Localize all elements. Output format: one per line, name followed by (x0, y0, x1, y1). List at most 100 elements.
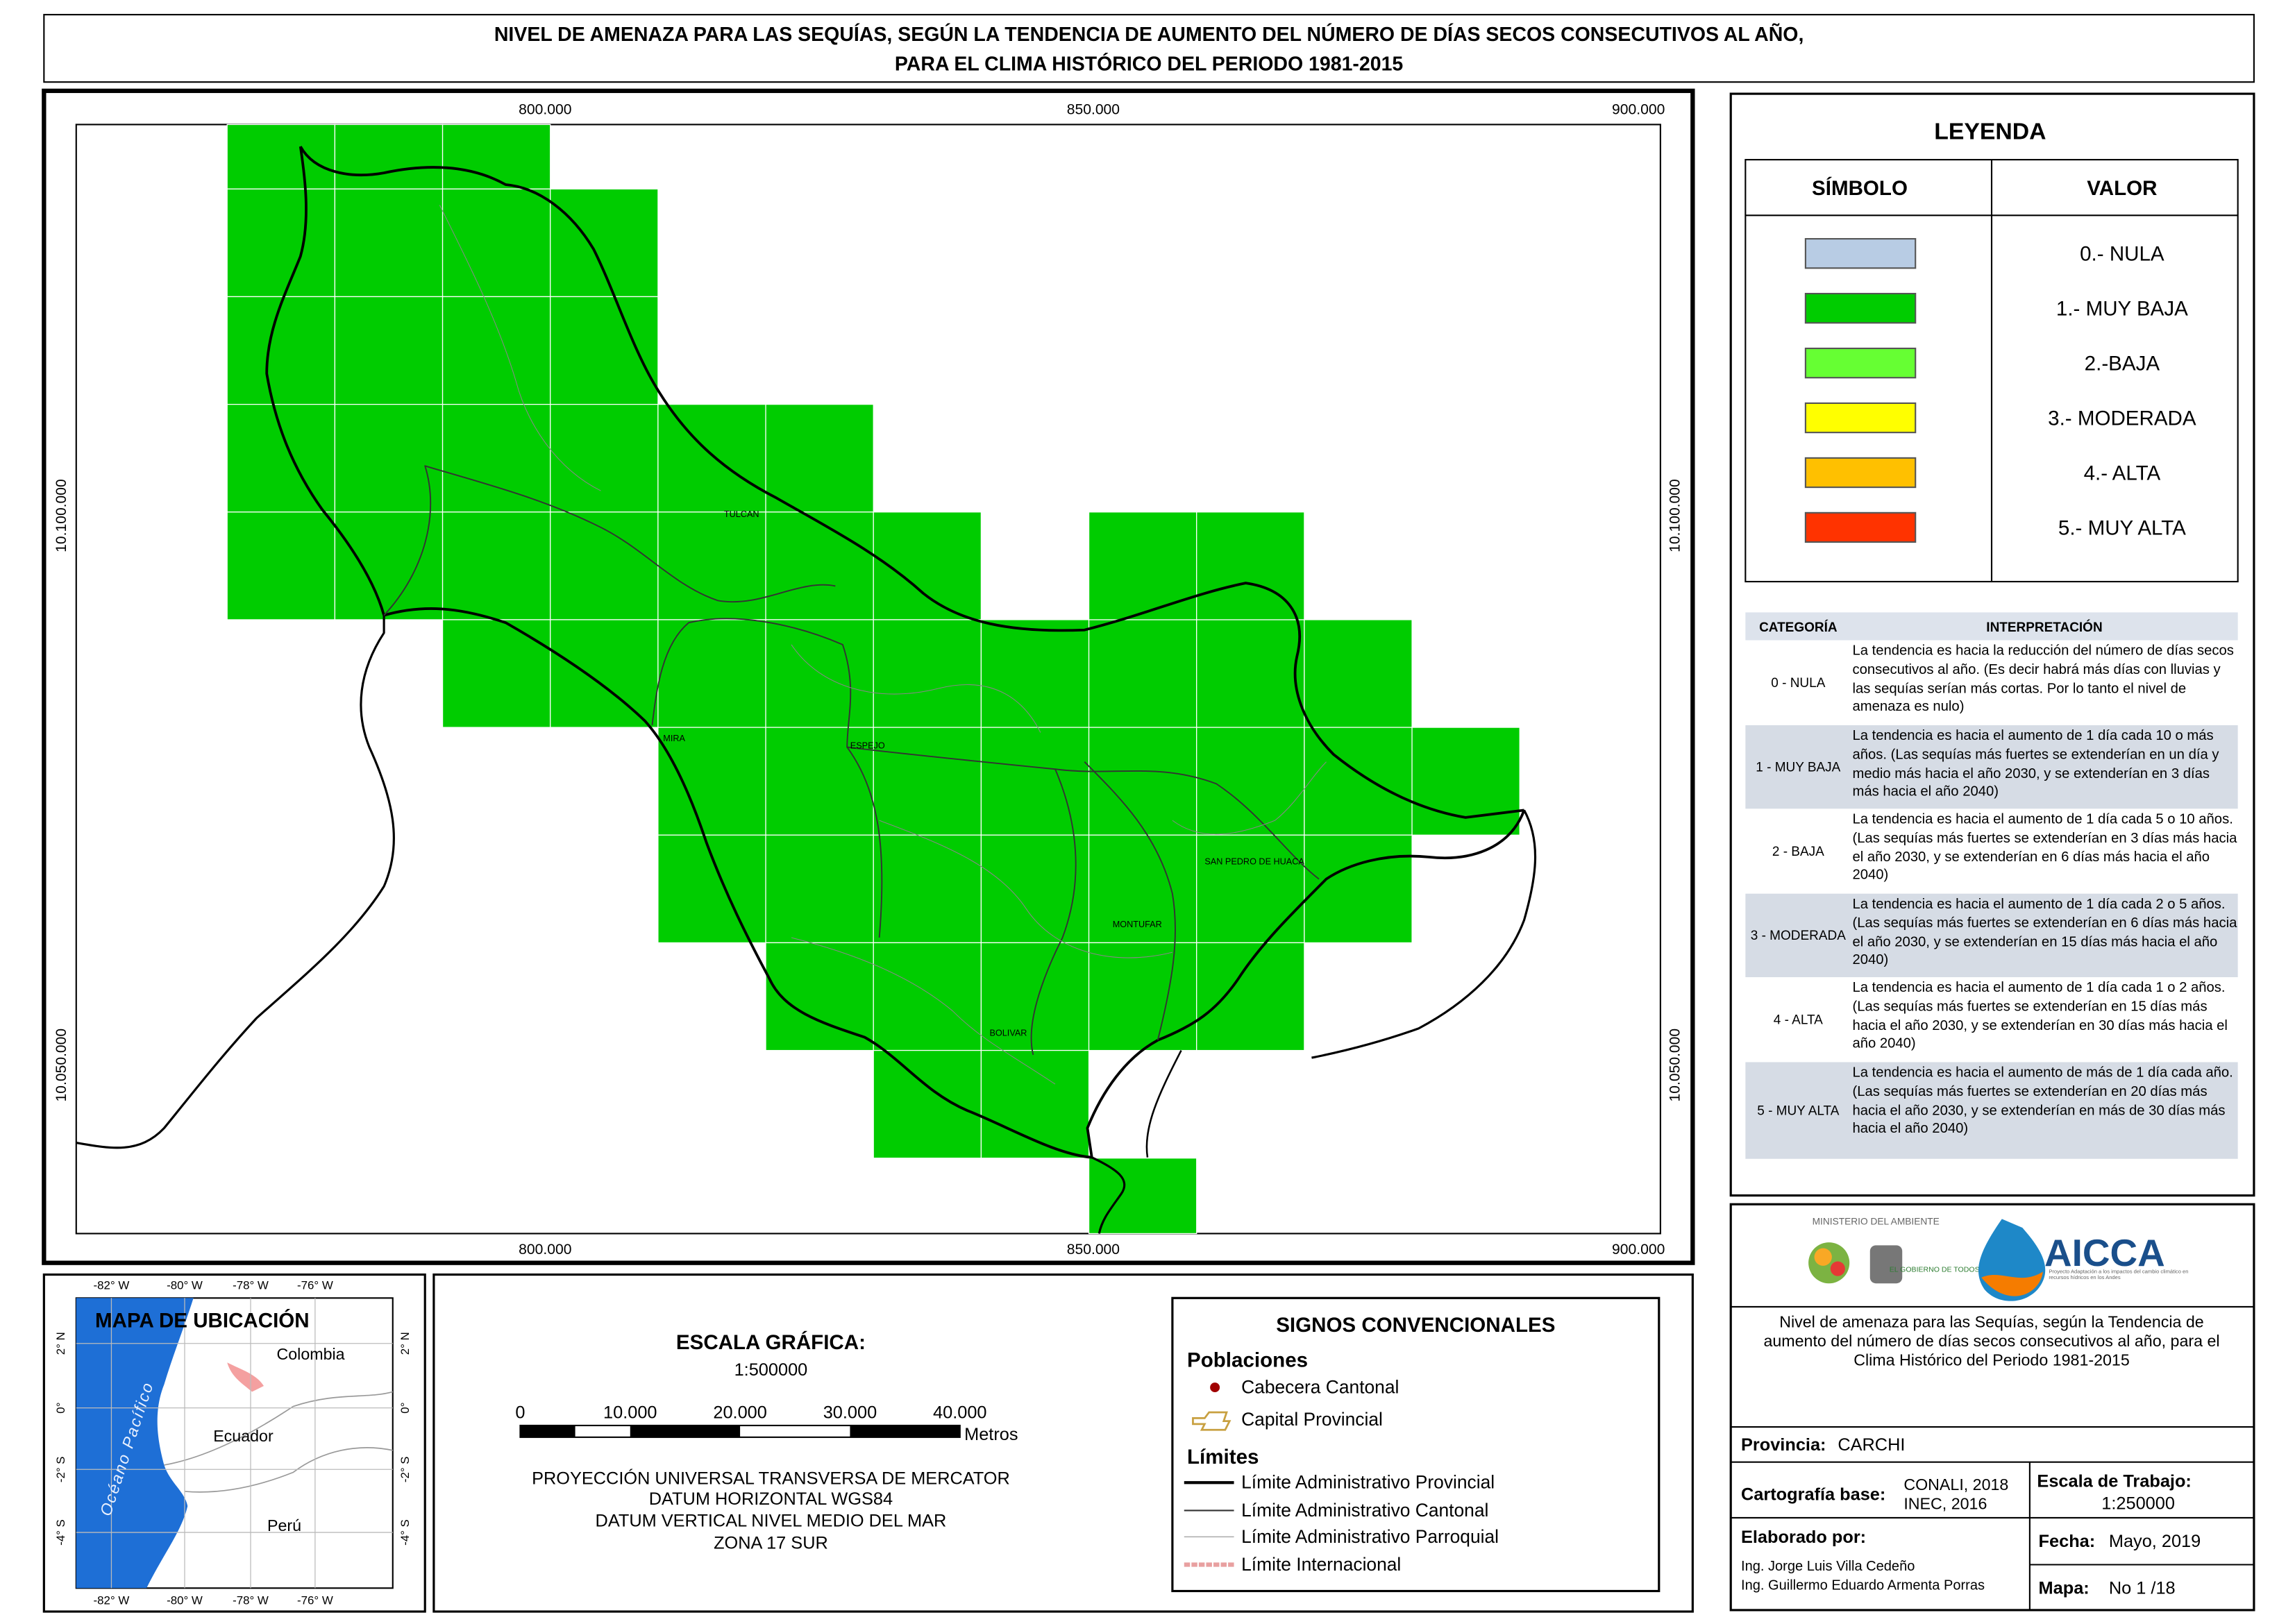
table-interpretation: La tendencia es hacia el aumento de 1 dí… (1852, 980, 2228, 1053)
conventions-subtitle: Poblaciones (1187, 1349, 1308, 1372)
legend-swatch (1804, 238, 1917, 269)
convention-label: Límite Administrativo Cantonal (1241, 1500, 1488, 1521)
grid-cell (1196, 727, 1305, 836)
table-category: 3 - MODERADA (1751, 929, 1846, 943)
grid-cell (334, 511, 444, 620)
grid-cell (1196, 942, 1305, 1051)
legend-items: 0.- NULA 1.- MUY BAJA 2.-BAJA 3.- MODERADA 4… (1804, 238, 2196, 543)
info-value: INEC, 2016 (1903, 1494, 1987, 1512)
grid-cell (980, 619, 1090, 728)
description-box: Nivel de amenaza para las Sequías, según… (1763, 1314, 2219, 1370)
scale-label: 0 (515, 1403, 525, 1422)
ministry-logo (1814, 1248, 1832, 1266)
projection-line: DATUM HORIZONTAL WGS84 (649, 1489, 893, 1509)
place-label: SAN PEDRO DE HUACA (1204, 856, 1304, 866)
author-name: Ing. Jorge Luis Villa Cedeño (1741, 1559, 1915, 1574)
parish-boundary (439, 205, 601, 491)
info-value: No 1 /18 (2109, 1579, 2176, 1598)
grid-cell (873, 834, 982, 944)
x-coordinate-label: 800.000 (519, 102, 571, 118)
y-coordinate-label: 10.100.000 (1667, 479, 1683, 552)
table-interpretation: La tendencia es hacia el aumento de 1 dí… (1852, 728, 2219, 801)
grid-cell (442, 124, 551, 189)
legend-label: 3.- MODERADA (2048, 407, 2196, 430)
grid-cell (980, 834, 1090, 944)
grid-cell (657, 834, 766, 944)
info-value: CONALI, 2018 (1903, 1475, 2008, 1494)
title-line: NIVEL DE AMENAZA PARA LAS SEQUÍAS, SEGÚN… (494, 24, 1804, 46)
table-row-bg (1745, 893, 2238, 978)
grid-cell (226, 296, 336, 405)
table-interpretation: La tendencia es hacia el aumento de 1 dí… (1852, 811, 2237, 884)
table-interpretation: La tendencia es hacia la reducción del n… (1852, 643, 2234, 716)
grid-cell (550, 296, 659, 405)
country-label: Ecuador (213, 1427, 274, 1445)
lat-label: 2° N (54, 1332, 67, 1355)
lat-label: -2° S (398, 1456, 412, 1482)
legend-label: 0.- NULA (2080, 243, 2164, 266)
legend-header: VALOR (2087, 177, 2157, 200)
grid-cell (1088, 834, 1197, 944)
grid-cell (226, 188, 336, 298)
legend-swatch (1804, 402, 1917, 434)
lon-label: -78° W (233, 1594, 269, 1607)
grid-cell (1196, 834, 1305, 944)
cantonal-head-symbol (1210, 1382, 1220, 1393)
grid-cell (980, 942, 1090, 1051)
graticule (76, 1298, 393, 1589)
place-label: TULCAN (724, 509, 759, 519)
grid-cell (765, 619, 874, 728)
grid-cell (1088, 1158, 1197, 1235)
grid-cell (226, 511, 336, 620)
scale-unit: Metros (964, 1425, 1018, 1444)
ministry-logo-text: MINISTERIO DEL AMBIENTE (1813, 1217, 1940, 1227)
info-label: Mapa: (2039, 1579, 2090, 1598)
scale-ratio: 1:500000 (734, 1360, 808, 1380)
boundaries (76, 146, 1537, 1234)
government-logo-text: EL GOBIERNO DE TODOS (1890, 1265, 1980, 1274)
grid-cell (334, 124, 444, 189)
grid-cell (657, 403, 766, 513)
x-coordinate-label: 800.000 (519, 1242, 571, 1258)
legend-label: 1.- MUY BAJA (2056, 298, 2188, 321)
place-label: MONTUFAR (1113, 920, 1162, 929)
table-row-bg (1745, 725, 2238, 809)
lon-label: -82° W (94, 1279, 130, 1292)
table-category: 4 - ALTA (1774, 1013, 1823, 1028)
grid-cell (657, 727, 766, 836)
legend-swatch (1804, 347, 1917, 379)
grid-cell (226, 124, 336, 189)
scale-label: 30.000 (823, 1403, 877, 1422)
country-label: Colombia (277, 1345, 345, 1363)
legend-swatch (1804, 292, 1917, 324)
aicca-logo-text: AICCA (2044, 1231, 2165, 1274)
projection-line: DATUM VERTICAL NIVEL MEDIO DEL MAR (596, 1512, 947, 1531)
grid-cell (334, 296, 444, 405)
table-category: 2 - BAJA (1772, 845, 1824, 859)
scale-segment (630, 1425, 741, 1437)
x-coordinate-label: 850.000 (1067, 1242, 1120, 1258)
info-label: Provincia: (1741, 1435, 1826, 1455)
lon-label: -78° W (233, 1279, 269, 1292)
country-border (164, 1391, 394, 1466)
parish-boundary (1172, 761, 1327, 835)
cantonal-boundary (1030, 768, 1077, 1056)
table-text-box: La tendencia es hacia el aumento de 1 dí… (1852, 897, 2237, 969)
info-label: Cartografía base: (1741, 1485, 1885, 1505)
info-label: Elaborado por: (1741, 1528, 1866, 1547)
legend-title: LEYENDA (1934, 119, 2046, 145)
info-label: Fecha: (2039, 1532, 2096, 1551)
parish-boundary (879, 820, 1173, 958)
parish-boundary (791, 937, 1056, 1085)
grid-cell (442, 296, 551, 405)
grid-cell (550, 188, 659, 298)
carchi-highlight (227, 1362, 264, 1392)
grid-cell (980, 727, 1090, 836)
grid-cell (1304, 727, 1413, 836)
international-boundary (1091, 1156, 1126, 1234)
ministry-logo (1830, 1261, 1845, 1276)
x-coordinate-label: 900.000 (1612, 1242, 1665, 1258)
bottom-frame (432, 1273, 1694, 1613)
scale-title: ESCALA GRÁFICA: (676, 1330, 866, 1354)
